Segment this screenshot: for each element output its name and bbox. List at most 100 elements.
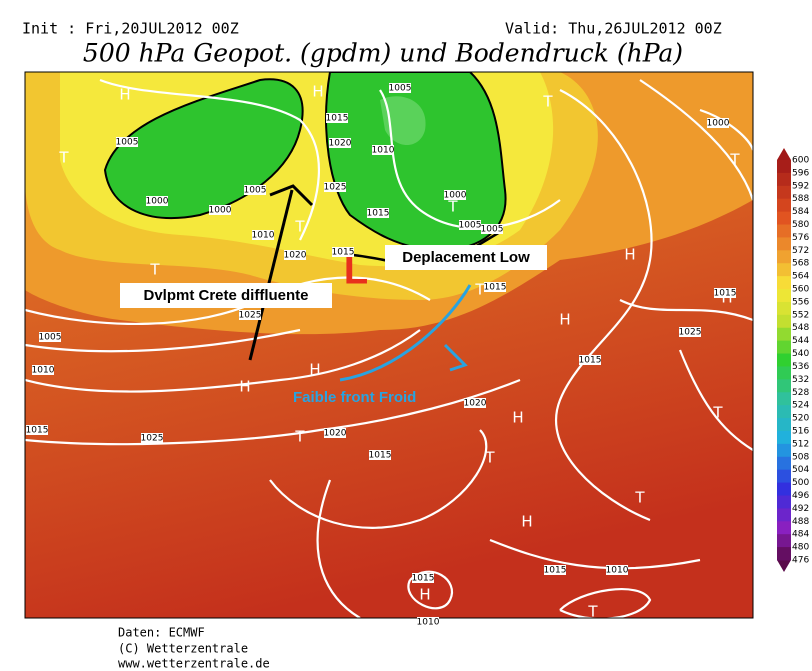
colorbar-label: 492 bbox=[792, 504, 809, 514]
colorbar-cell bbox=[777, 185, 791, 200]
isobar-label: 1020 bbox=[284, 251, 307, 261]
isobar-label-bg bbox=[459, 220, 481, 230]
isobar-label-bg bbox=[417, 617, 439, 627]
pressure-center: T bbox=[294, 428, 305, 446]
pressure-center: T bbox=[729, 151, 740, 169]
footer-copyright: (C) Wetterzentrale bbox=[118, 642, 248, 656]
isobar-label: 1025 bbox=[239, 311, 262, 321]
front-arrow bbox=[443, 343, 468, 372]
colorbar-label: 596 bbox=[792, 168, 809, 178]
isobar-label-bg bbox=[26, 425, 48, 435]
isobar-label: 1015 bbox=[544, 566, 567, 576]
isobar-label: 1015 bbox=[326, 114, 349, 124]
ridge-arrowhead bbox=[269, 184, 314, 207]
isobar-label-bg bbox=[679, 327, 701, 337]
isobar-label: 1005 bbox=[481, 225, 504, 235]
ridge-label-box bbox=[120, 283, 332, 308]
colorbar-cell bbox=[777, 482, 791, 496]
isobar-label-bg bbox=[324, 182, 346, 192]
isobar-label-bg bbox=[444, 190, 466, 200]
colorbar-cell bbox=[777, 430, 791, 445]
isobar-label-bg bbox=[209, 205, 231, 215]
colorbar-label: 480 bbox=[792, 543, 809, 553]
colorbar-label: 588 bbox=[792, 194, 809, 204]
pressure-center: H bbox=[559, 311, 570, 329]
colorbar-cell bbox=[777, 263, 791, 277]
colorbar-cell bbox=[777, 314, 791, 329]
colorbar-label: 512 bbox=[792, 439, 809, 449]
ridge-arrow bbox=[248, 189, 294, 361]
low-label-box bbox=[385, 245, 547, 270]
colorbar-label: 592 bbox=[792, 181, 809, 191]
isobar-label: 1015 bbox=[367, 209, 390, 219]
pressure-center: T bbox=[149, 261, 160, 279]
pressure-center: H bbox=[512, 409, 523, 427]
colorbar-label: 508 bbox=[792, 452, 809, 462]
colorbar-label: 532 bbox=[792, 375, 809, 385]
isobar-label: 1015 bbox=[369, 451, 392, 461]
colorbar-cell bbox=[777, 160, 791, 174]
isobar-label-bg bbox=[372, 145, 394, 155]
isobar-label-bg bbox=[579, 355, 601, 365]
isobar-label: 1000 bbox=[707, 119, 730, 129]
isobar-label: 1025 bbox=[141, 434, 164, 444]
isobar-label: 1025 bbox=[679, 328, 702, 338]
colorbar-cell bbox=[777, 198, 791, 213]
colorbar-label: 528 bbox=[792, 388, 809, 398]
isobar-label-bg bbox=[484, 282, 506, 292]
colorbar-label: 524 bbox=[792, 401, 809, 411]
isobar-label: 1020 bbox=[329, 139, 352, 149]
colorbar-cap-bottom bbox=[777, 560, 791, 572]
isobar-label-bg bbox=[39, 332, 61, 342]
isobar-label-bg bbox=[714, 288, 736, 298]
isobar-label-bg bbox=[252, 230, 274, 240]
colorbar-cell bbox=[777, 211, 791, 226]
colorbar-cell bbox=[777, 495, 791, 509]
isobar-label: 1015 bbox=[26, 426, 49, 436]
colorbar-label: 568 bbox=[792, 259, 809, 269]
colorbar-cell bbox=[777, 456, 791, 471]
colorbar-cell bbox=[777, 289, 791, 303]
isobar-label: 1020 bbox=[324, 429, 347, 439]
colorbar-cell bbox=[777, 250, 791, 264]
pressure-center: T bbox=[484, 449, 495, 467]
colorbar-label: 484 bbox=[792, 530, 809, 540]
isobar-label-bg bbox=[329, 138, 351, 148]
colorbar-cell bbox=[777, 469, 791, 484]
isobar-label: 1000 bbox=[444, 191, 467, 201]
colorbar-cap-top bbox=[777, 148, 791, 160]
pressure-center: H bbox=[309, 361, 320, 379]
footer-url: www.wetterzentrale.de bbox=[118, 657, 270, 671]
pressure-center: T bbox=[542, 93, 553, 111]
isobar-label: 1015 bbox=[412, 574, 435, 584]
colorbar-cell bbox=[777, 379, 791, 393]
colorbar-label: 496 bbox=[792, 491, 809, 501]
colorbar-label: 476 bbox=[792, 556, 809, 566]
colorbar-label: 556 bbox=[792, 297, 809, 307]
colorbar-label: 504 bbox=[792, 465, 809, 475]
colorbar-label: 548 bbox=[792, 323, 809, 333]
colorbar-label: 600 bbox=[792, 156, 809, 166]
colorbar-label: 584 bbox=[792, 207, 809, 217]
colorbar-label: 560 bbox=[792, 285, 809, 295]
isobar-label: 1015 bbox=[484, 283, 507, 293]
isobar-label: 1015 bbox=[714, 289, 737, 299]
colorbar-cell bbox=[777, 418, 791, 432]
map-frame bbox=[24, 71, 754, 619]
isobar-label-bg bbox=[606, 565, 628, 575]
pressure-center: T bbox=[474, 281, 485, 299]
isobar-label: 1000 bbox=[146, 197, 169, 207]
isobar-label-bg bbox=[369, 450, 391, 460]
init-time: Init : Fri,20JUL2012 00Z bbox=[22, 20, 239, 38]
colorbar-cell bbox=[777, 366, 791, 380]
pressure-center: H bbox=[521, 513, 532, 531]
pressure-center: H bbox=[624, 246, 635, 264]
pressure-center: H bbox=[312, 83, 323, 101]
isobar-label-bg bbox=[332, 247, 354, 257]
colorbar-label: 564 bbox=[792, 272, 809, 282]
isobar-label: 1010 bbox=[252, 231, 275, 241]
pressure-center: T bbox=[447, 198, 458, 216]
colorbar-cell bbox=[777, 508, 791, 522]
map-field bbox=[25, 72, 753, 618]
isobar-label: 1005 bbox=[116, 138, 139, 148]
